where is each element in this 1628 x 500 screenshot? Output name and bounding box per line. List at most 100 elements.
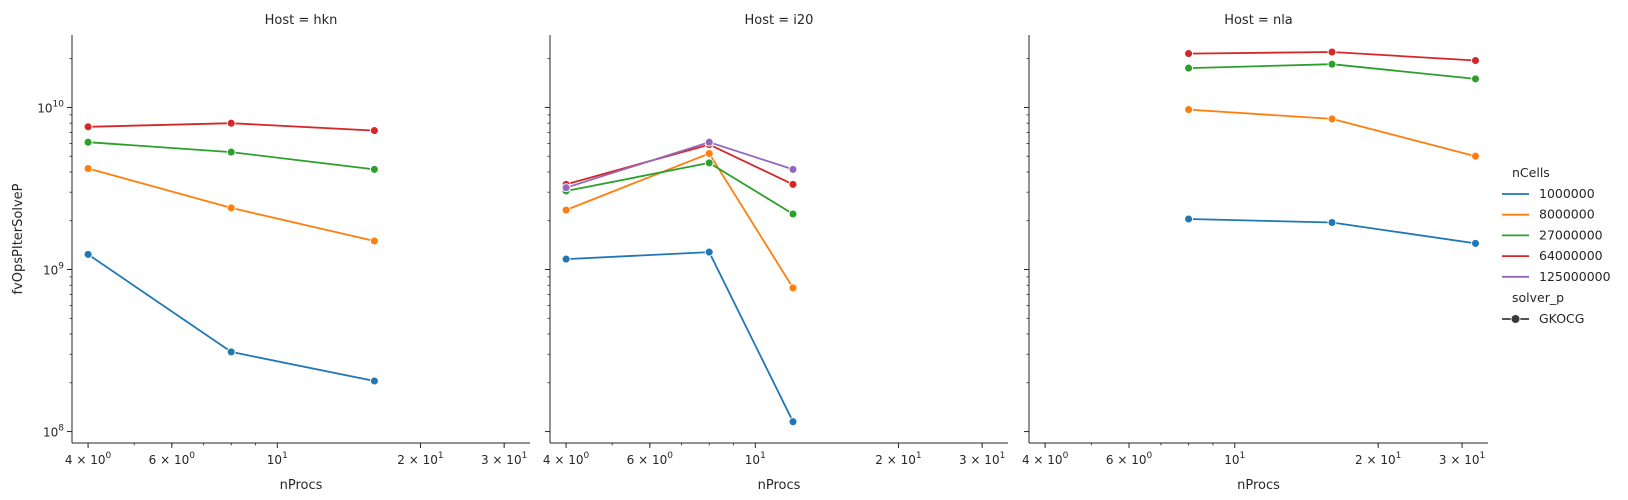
x-tick-label-base: 10 [267, 453, 282, 467]
x-tick-label: 101 [745, 451, 766, 467]
x-tick-label-base: 4 × 10 [1022, 453, 1063, 467]
data-point-1000000 [561, 254, 571, 264]
x-tick-label: 101 [1224, 451, 1245, 467]
y-tick-label-base: 10 [43, 426, 58, 440]
x-tick-label-base: 2 × 10 [875, 453, 916, 467]
x-tick-label: 101 [267, 451, 288, 467]
y-tick-label-base: 10 [37, 101, 52, 115]
x-tick-label-exp: 1 [916, 451, 922, 461]
x-tick-label-exp: 1 [1000, 451, 1006, 461]
data-point-27000000 [704, 158, 714, 168]
x-tick-label-exp: 1 [282, 451, 288, 461]
x-tick-label-exp: 1 [1396, 451, 1402, 461]
panel-title: Host = nla [1224, 13, 1293, 28]
panel-title: Host = i20 [745, 13, 814, 28]
data-point-64000000 [788, 179, 798, 189]
data-point-27000000 [1184, 63, 1194, 73]
x-tick-label: 6 × 100 [627, 451, 674, 467]
x-tick-label-base: 10 [745, 453, 760, 467]
data-point-64000000 [1327, 47, 1337, 57]
x-tick-label-base: 3 × 10 [1439, 453, 1480, 467]
x-tick-label: 3 × 101 [1439, 451, 1485, 467]
series-line-1000000 [87, 253, 375, 382]
series-line-27000000 [565, 161, 794, 215]
data-point-27000000 [1327, 59, 1337, 69]
data-point-125000000 [704, 137, 714, 147]
x-tick-label: 3 × 101 [481, 451, 527, 467]
legend-entry-label: 1000000 [1539, 186, 1595, 201]
x-tick-label: 2 × 101 [1355, 451, 1401, 467]
data-point-64000000 [226, 118, 236, 128]
data-point-125000000 [788, 164, 798, 174]
data-point-1000000 [1327, 218, 1337, 227]
data-point-125000000 [561, 183, 571, 193]
x-tick-label-base: 10 [1224, 453, 1239, 467]
x-tick-label: 6 × 100 [149, 451, 196, 467]
y-tick-label-exp: 10 [53, 99, 65, 109]
x-tick-label-exp: 1 [1240, 451, 1246, 461]
x-tick-label: 4 × 100 [65, 451, 112, 467]
legend-title: nCells [1512, 165, 1550, 180]
x-tick-label: 2 × 101 [397, 451, 443, 467]
data-point-1000000 [226, 347, 236, 357]
x-tick-label-base: 2 × 10 [397, 453, 438, 467]
y-axis-label: fvOpsPIterSolveP [11, 183, 26, 294]
x-tick-label-exp: 0 [1146, 451, 1152, 461]
data-point-8000000 [83, 164, 93, 173]
y-tick-label: 108 [43, 424, 64, 440]
x-tick-label-base: 4 × 10 [65, 453, 106, 467]
y-tick-label-base: 10 [43, 264, 58, 278]
data-point-8000000 [226, 203, 236, 213]
x-tick-label-exp: 1 [522, 451, 528, 461]
x-tick-label: 4 × 100 [1022, 451, 1069, 467]
series-line-1000000 [566, 251, 794, 423]
x-tick-label-exp: 1 [760, 451, 766, 461]
x-tick-label-base: 3 × 10 [959, 453, 1000, 467]
data-point-1000000 [369, 376, 379, 386]
x-tick-label-base: 6 × 10 [1106, 453, 1147, 467]
x-tick-label-base: 6 × 10 [627, 453, 668, 467]
data-point-8000000 [788, 283, 798, 293]
y-tick-label-exp: 9 [58, 262, 64, 272]
x-tick-label: 2 × 101 [875, 451, 921, 467]
data-point-1000000 [83, 249, 93, 259]
data-point-64000000 [1471, 56, 1480, 65]
legend-style-title: solver_p [1512, 290, 1564, 305]
y-tick-label: 109 [43, 262, 64, 278]
x-tick-label-exp: 0 [106, 451, 112, 461]
data-point-8000000 [369, 236, 379, 246]
y-tick-label-exp: 8 [58, 424, 64, 434]
x-tick-label-exp: 0 [1063, 451, 1069, 461]
data-point-27000000 [226, 147, 236, 157]
data-point-8000000 [1327, 114, 1337, 124]
x-tick-label-base: 4 × 10 [543, 453, 584, 467]
x-axis-label: nProcs [758, 478, 801, 493]
x-tick-label: 6 × 100 [1106, 451, 1153, 467]
x-tick-label-exp: 0 [189, 451, 195, 461]
x-axis-label: nProcs [280, 478, 323, 493]
series-line-8000000 [565, 152, 794, 289]
data-point-27000000 [788, 209, 798, 219]
legend-entry-label: 8000000 [1539, 207, 1595, 222]
x-tick-label-base: 2 × 10 [1355, 453, 1396, 467]
legend-entry-label: 125000000 [1539, 269, 1611, 284]
panel-title: Host = hkn [265, 13, 338, 28]
x-tick-label-base: 3 × 10 [481, 453, 522, 467]
x-tick-label-exp: 0 [584, 451, 590, 461]
x-axis-label: nProcs [1237, 478, 1280, 493]
legend: nCells 1000000 8000000 27000000 64000000 1250… [1502, 165, 1611, 326]
data-point-64000000 [369, 126, 379, 136]
data-point-27000000 [83, 137, 93, 147]
x-tick-label: 3 × 101 [959, 451, 1005, 467]
data-point-27000000 [369, 164, 379, 174]
x-tick-label-exp: 1 [1480, 451, 1486, 461]
data-point-8000000 [1184, 105, 1194, 115]
data-point-27000000 [1471, 74, 1480, 84]
legend-entry-label: 64000000 [1539, 248, 1603, 263]
x-tick-label-base: 6 × 10 [149, 453, 190, 467]
data-point-1000000 [1184, 214, 1194, 224]
data-point-8000000 [1471, 151, 1480, 161]
